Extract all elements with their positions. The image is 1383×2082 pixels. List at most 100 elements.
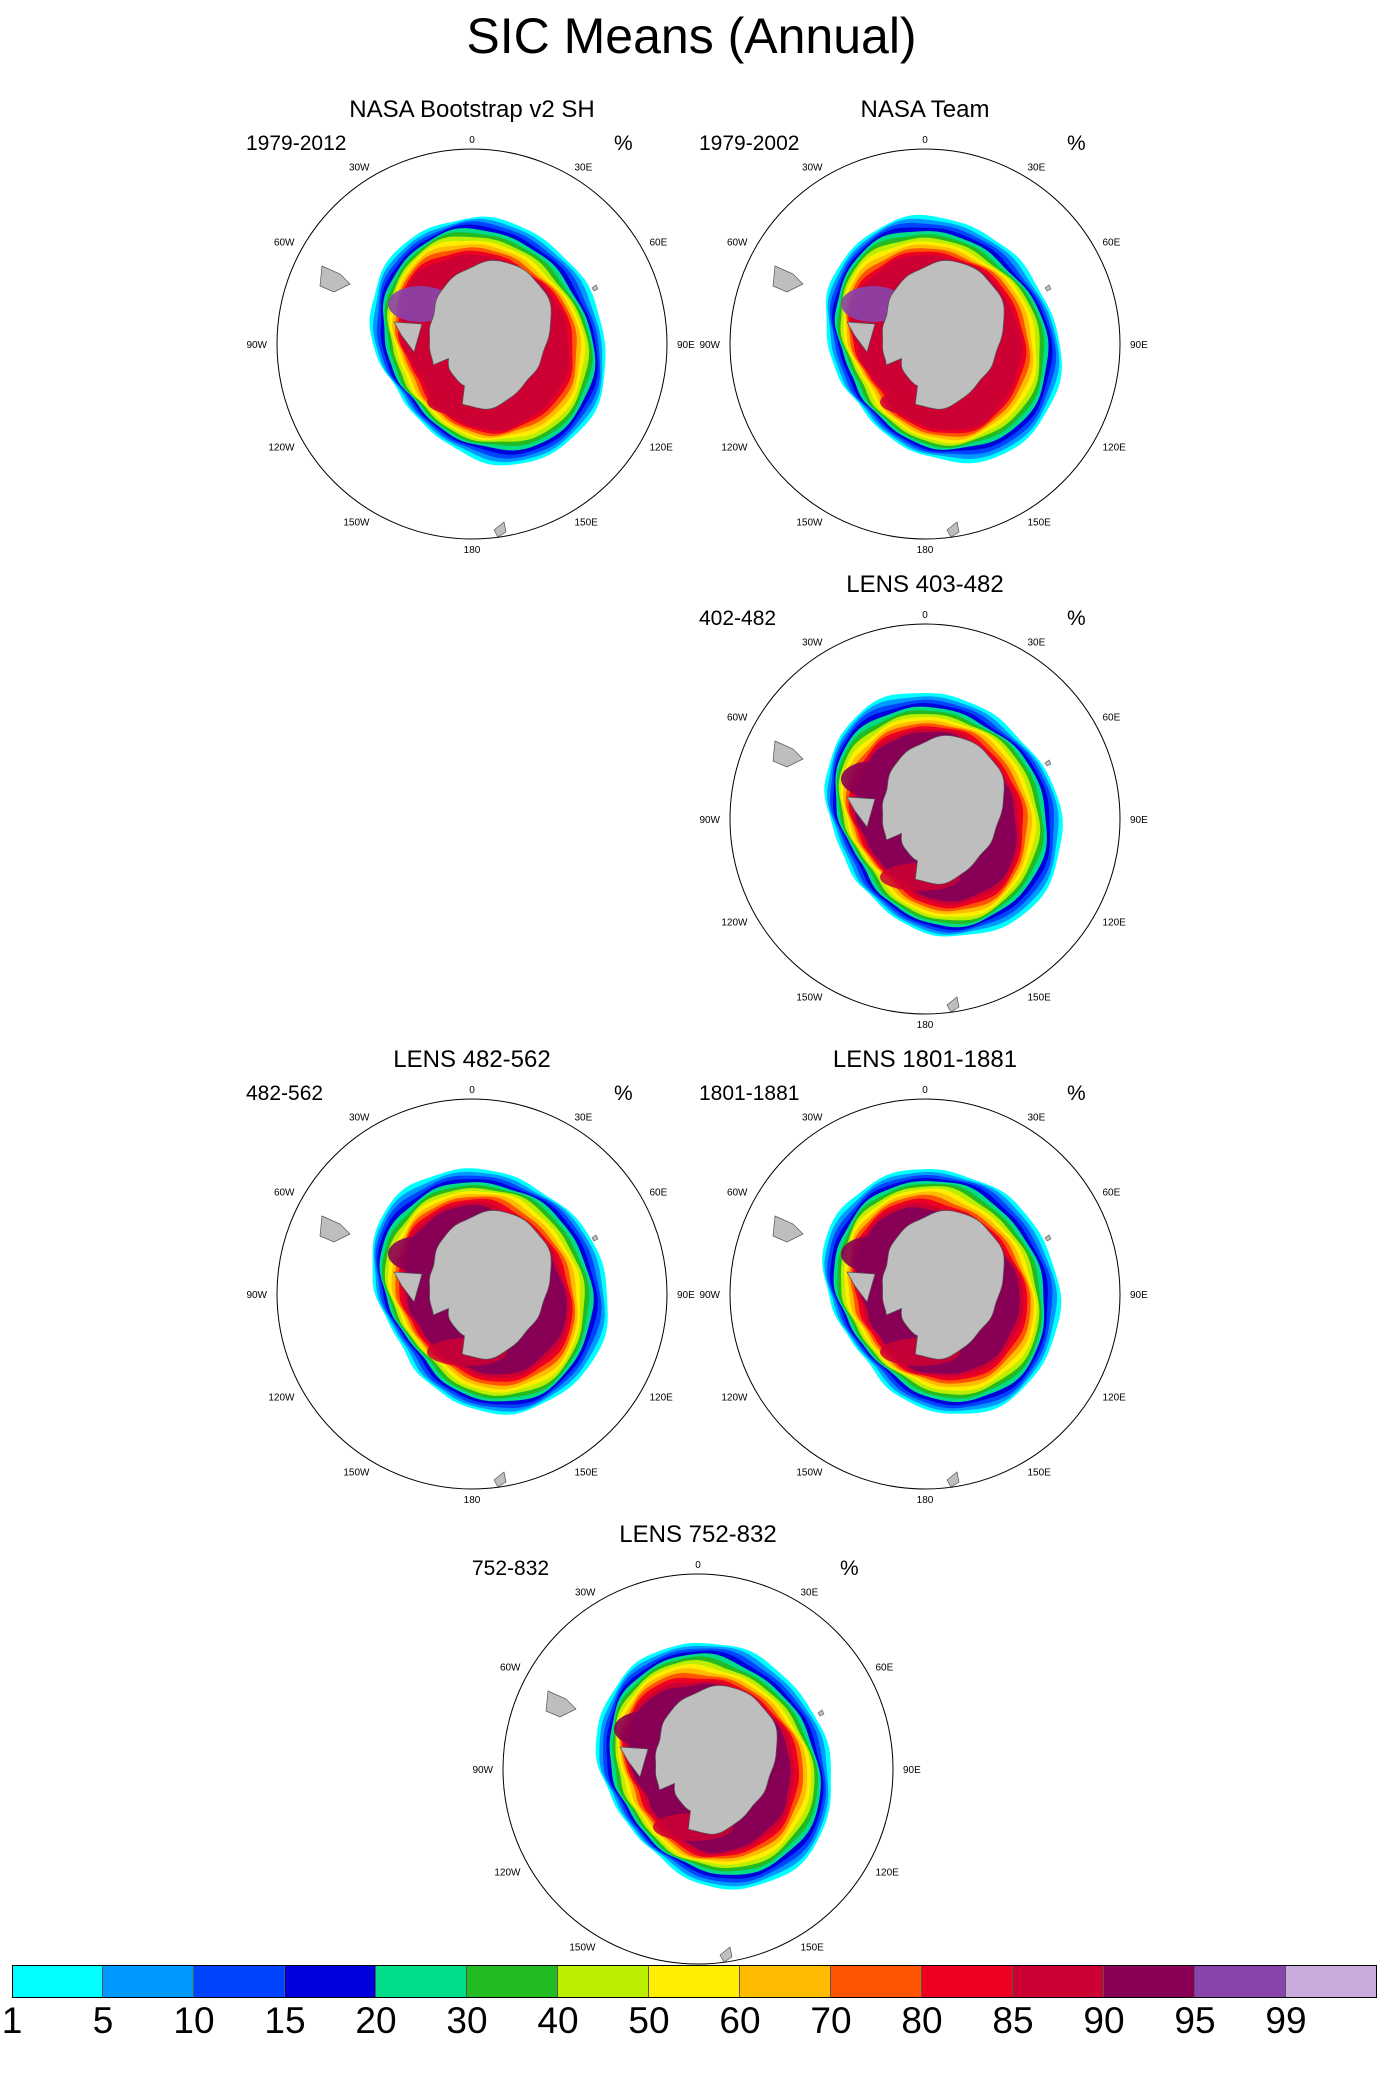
antarctic-peninsula (846, 1271, 876, 1303)
colorbar-level-label: 80 (901, 2000, 943, 2041)
polar-map: 0 30E 60E 90E 120E 150E 180 150W 120W 90W 60W 30W (246, 135, 695, 556)
longitude-label: 150W (569, 1943, 596, 1954)
colorbar-swatch (1013, 1965, 1104, 1998)
longitude-label: 90W (472, 1765, 493, 1776)
colorbar-level-label: 50 (628, 2000, 670, 2041)
new-zealand-fragment (493, 521, 507, 538)
longitude-label: 150E (1028, 518, 1052, 529)
colorbar-level-label: 1 (1, 2000, 23, 2041)
longitude-label: 150E (575, 518, 599, 529)
longitude-label: 0 (469, 135, 475, 146)
map-frame-circle (729, 148, 1121, 540)
map-panel-lens-403-482: LENS 403-482 402-482 % 0 30E 60E 90E 120E 150… (699, 571, 1148, 1031)
colorbar-swatch (285, 1965, 376, 1998)
longitude-label: 30E (1028, 1113, 1046, 1124)
new-zealand-fragment (946, 1471, 960, 1488)
longitude-label: 120E (1103, 918, 1127, 929)
map-panel-nasa-team: NASA Team 1979-2002 % 0 30E 60E 90E 120E 150E… (699, 96, 1148, 556)
longitude-label: 120W (721, 1393, 748, 1404)
map-layers (730, 624, 1120, 1014)
polar-map: 0 30E 60E 90E 120E 150E 180 150W 120W 90W 60W 30W (246, 1085, 695, 1506)
longitude-label: 60W (274, 1188, 295, 1199)
antarctic-peninsula (393, 321, 423, 353)
colorbar-swatch (740, 1965, 831, 1998)
longitude-label: 30W (802, 638, 823, 649)
longitude-label: 30W (349, 163, 370, 174)
period-label: 1979-2012 (246, 132, 347, 155)
longitude-label: 90W (699, 815, 720, 826)
longitude-label: 30E (801, 1588, 819, 1599)
map-layers (277, 1099, 667, 1489)
antarctic-peninsula (846, 796, 876, 828)
longitude-label: 60E (650, 1188, 668, 1199)
longitude-label: 120W (494, 1868, 521, 1879)
longitude-label: 180 (464, 1495, 481, 1506)
map-frame-circle (276, 148, 668, 540)
colorbar-swatch (376, 1965, 467, 1998)
antarctica-land (882, 1210, 1005, 1360)
colorbar-swatch (1195, 1965, 1286, 1998)
longitude-label: 90E (903, 1765, 921, 1776)
colorbar-level-label: 85 (992, 2000, 1034, 2041)
new-zealand-fragment (719, 1946, 733, 1963)
longitude-label: 0 (922, 1085, 928, 1096)
colorbar-level-label: 40 (537, 2000, 579, 2041)
longitude-label: 180 (917, 1495, 934, 1506)
south-america-tip (772, 1215, 804, 1243)
kerguelen-island (591, 284, 599, 292)
longitude-label: 90W (699, 1290, 720, 1301)
longitude-label: 30W (575, 1588, 596, 1599)
colorbar-level-label: 20 (355, 2000, 397, 2041)
units-label: % (1067, 1082, 1086, 1105)
polar-map: 0 30E 60E 90E 120E 150E 180 150W 120W 90W 60W 30W (699, 1085, 1148, 1506)
longitude-label: 150W (343, 1468, 370, 1479)
map-frame-circle (729, 1098, 1121, 1490)
longitude-label: 150W (796, 518, 823, 529)
longitude-label: 150W (796, 993, 823, 1004)
longitude-label: 90E (677, 1290, 695, 1301)
polar-map: 0 30E 60E 90E 120E 150E 180 150W 120W 90W 60W 30W (699, 135, 1148, 556)
antarctic-peninsula (846, 321, 876, 353)
units-label: % (1067, 607, 1086, 630)
longitude-label: 60W (727, 713, 748, 724)
new-zealand-fragment (493, 1471, 507, 1488)
longitude-label: 150E (1028, 993, 1052, 1004)
longitude-label: 60W (727, 238, 748, 249)
longitude-label: 120E (650, 443, 674, 454)
longitude-label: 90E (1130, 1290, 1148, 1301)
map-panel-lens-752-832: LENS 752-832 752-832 % 0 30E 60E 90E 120E 150… (472, 1521, 921, 1981)
longitude-label: 30E (1028, 638, 1046, 649)
longitude-label: 30W (802, 163, 823, 174)
south-america-tip (772, 265, 804, 293)
longitude-label: 180 (464, 545, 481, 556)
colorbar-swatch (467, 1965, 558, 1998)
units-label: % (614, 132, 633, 155)
map-layers (730, 1099, 1120, 1489)
south-america-tip (319, 1215, 351, 1243)
colorbar-swatch (103, 1965, 194, 1998)
longitude-label: 120W (721, 443, 748, 454)
longitude-label: 90W (246, 1290, 267, 1301)
longitude-label: 60E (1103, 238, 1121, 249)
colorbar-level-label: 30 (446, 2000, 488, 2041)
period-label: 752-832 (472, 1557, 550, 1580)
colorbar-level-label: 60 (719, 2000, 761, 2041)
longitude-label: 60W (500, 1663, 521, 1674)
longitude-label: 60E (1103, 1188, 1121, 1199)
longitude-label: 0 (922, 610, 928, 621)
map-frame-circle (502, 1573, 894, 1965)
colorbar (12, 1965, 1377, 1998)
longitude-label: 150E (575, 1468, 599, 1479)
colorbar-swatch (831, 1965, 922, 1998)
colorbar-level-label: 90 (1083, 2000, 1125, 2041)
period-label: 1801-1881 (699, 1082, 800, 1105)
longitude-label: 90E (1130, 340, 1148, 351)
antarctica-land (882, 260, 1005, 410)
units-label: % (1067, 132, 1086, 155)
longitude-label: 0 (922, 135, 928, 146)
longitude-label: 180 (917, 545, 934, 556)
period-label: 402-482 (699, 607, 777, 630)
longitude-label: 30E (575, 1113, 593, 1124)
units-label: % (840, 1557, 859, 1580)
panel-title: NASA Team (860, 96, 990, 123)
